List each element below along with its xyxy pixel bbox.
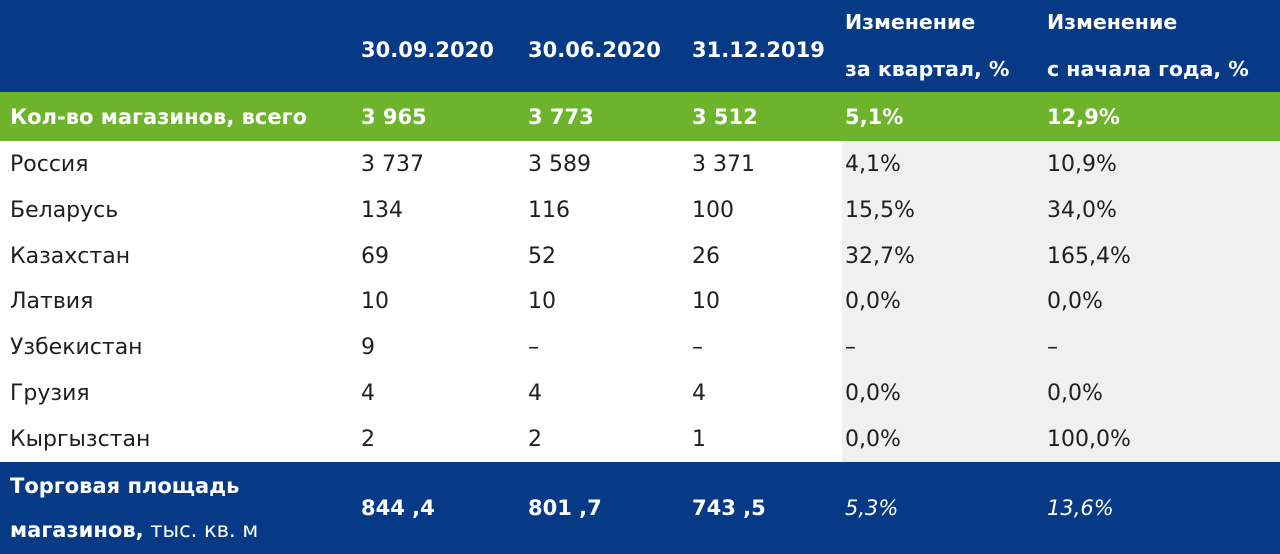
header-change-ytd-line2: с начала года, %	[1047, 57, 1249, 81]
table-header: 30.09.2020 30.06.2020 31.12.2019 Изменен…	[0, 0, 1280, 92]
value-q2-2020: –	[528, 335, 539, 361]
change-columns-shade	[842, 141, 1280, 462]
table-row: Казахстан 69 52 26 32,7% 165,4%	[0, 233, 1280, 280]
sales-area-unit: тыс. кв. м	[143, 518, 259, 542]
country-label: Узбекистан	[10, 335, 143, 361]
value-q2-2020: 52	[528, 243, 556, 269]
table-row: Беларусь 134 116 100 15,5% 34,0%	[0, 187, 1280, 234]
value-ye-2019: 3 371	[692, 151, 755, 177]
value-ye-2019: –	[692, 335, 703, 361]
sales-area-change-quarter: 5,3%	[845, 496, 899, 520]
change-ytd: –	[1047, 335, 1058, 361]
change-ytd: 10,9%	[1047, 151, 1117, 177]
change-ytd: 0,0%	[1047, 289, 1103, 315]
header-date-ye-2019: 31.12.2019	[692, 38, 825, 62]
total-label: Кол-во магазинов, всего	[10, 104, 308, 129]
sales-area-label-line1: Торговая площадь	[10, 474, 240, 498]
sales-area-row: Торговая площадь магазинов, тыс. кв. м 8…	[0, 462, 1280, 554]
country-label: Кыргызстан	[10, 427, 151, 453]
value-q3-2020: 4	[361, 381, 375, 407]
change-ytd: 165,4%	[1047, 243, 1131, 269]
header-change-quarter-line1: Изменение	[845, 10, 976, 34]
change-quarter: 0,0%	[845, 381, 901, 407]
total-change-quarter: 5,1%	[845, 104, 904, 129]
value-q2-2020: 4	[528, 381, 542, 407]
value-q3-2020: 2	[361, 427, 375, 453]
value-q2-2020: 2	[528, 427, 542, 453]
header-change-ytd-line1: Изменение	[1047, 10, 1178, 34]
sales-area-label-bold: магазинов,	[10, 518, 144, 542]
value-ye-2019: 4	[692, 381, 706, 407]
sales-area-change-ytd: 13,6%	[1047, 496, 1114, 520]
value-q3-2020: 3 737	[361, 151, 424, 177]
country-label: Россия	[10, 151, 89, 177]
value-ye-2019: 100	[692, 197, 734, 223]
sales-area-q3-2020: 844 ,4	[361, 496, 435, 520]
sales-area-label-line2: магазинов, тыс. кв. м	[10, 508, 258, 552]
value-q3-2020: 134	[361, 197, 403, 223]
total-change-ytd: 12,9%	[1047, 104, 1120, 129]
value-q2-2020: 10	[528, 289, 556, 315]
change-quarter: –	[845, 335, 856, 361]
change-ytd: 100,0%	[1047, 427, 1131, 453]
country-label: Латвия	[10, 289, 94, 315]
total-value-q3-2020: 3 965	[361, 104, 427, 129]
table-row: Россия 3 737 3 589 3 371 4,1% 10,9%	[0, 141, 1280, 188]
value-ye-2019: 1	[692, 427, 706, 453]
header-date-q2-2020: 30.06.2020	[528, 38, 661, 62]
sales-area-ye-2019: 743 ,5	[692, 496, 766, 520]
value-ye-2019: 10	[692, 289, 720, 315]
header-date-q3-2020: 30.09.2020	[361, 38, 494, 62]
value-q2-2020: 3 589	[528, 151, 591, 177]
header-change-quarter-line2: за квартал, %	[845, 57, 1010, 81]
total-value-q2-2020: 3 773	[528, 104, 594, 129]
country-label: Казахстан	[10, 243, 131, 269]
change-quarter: 32,7%	[845, 243, 915, 269]
change-quarter: 0,0%	[845, 289, 901, 315]
change-ytd: 34,0%	[1047, 197, 1117, 223]
value-q2-2020: 116	[528, 197, 570, 223]
value-ye-2019: 26	[692, 243, 720, 269]
change-quarter: 0,0%	[845, 427, 901, 453]
value-q3-2020: 69	[361, 243, 389, 269]
header-change-quarter: Изменение за квартал, %	[845, 0, 1009, 92]
table-row: Грузия 4 4 4 0,0% 0,0%	[0, 371, 1280, 418]
country-label: Беларусь	[10, 197, 119, 223]
change-ytd: 0,0%	[1047, 381, 1103, 407]
sales-area-label: Торговая площадь магазинов, тыс. кв. м	[10, 462, 258, 554]
total-value-ye-2019: 3 512	[692, 104, 758, 129]
total-row: Кол-во магазинов, всего 3 965 3 773 3 51…	[0, 92, 1280, 141]
header-change-ytd: Изменение с начала года, %	[1047, 0, 1249, 92]
table-row: Кыргызстан 2 2 1 0,0% 100,0%	[0, 416, 1280, 463]
value-q3-2020: 10	[361, 289, 389, 315]
sales-area-q2-2020: 801 ,7	[528, 496, 602, 520]
country-label: Грузия	[10, 381, 90, 407]
table-row: Латвия 10 10 10 0,0% 0,0%	[0, 279, 1280, 326]
change-quarter: 4,1%	[845, 151, 901, 177]
value-q3-2020: 9	[361, 335, 375, 361]
table-row: Узбекистан 9 – – – –	[0, 325, 1280, 372]
change-quarter: 15,5%	[845, 197, 915, 223]
